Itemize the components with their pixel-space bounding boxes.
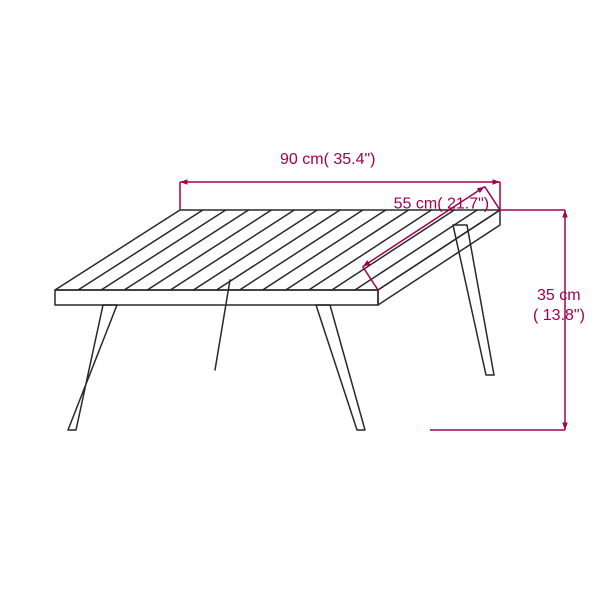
slat-line: [217, 210, 341, 290]
slat-line: [263, 210, 386, 290]
tabletop-side-edge: [378, 210, 500, 305]
table-dimension-diagram: 90 cm( 35.4") 55 cm( 21.7") 35 cm( 13.8"): [0, 0, 600, 600]
dimension-width-label: 90 cm( 35.4"): [280, 151, 376, 168]
dimension-width-arrow-arrowhead: [180, 179, 188, 184]
table-leg: [453, 225, 494, 375]
slat-line: [332, 210, 454, 290]
slat-line: [124, 210, 248, 290]
extension-line: [363, 267, 378, 290]
dimension-height-label: 35 cm( 13.8"): [533, 287, 585, 324]
slat-line: [240, 210, 363, 290]
slat-line: [193, 210, 317, 290]
dimension-height-arrow-arrowhead: [562, 210, 567, 218]
tabletop-front-edge: [55, 290, 378, 305]
slat-line: [78, 210, 203, 290]
dimension-height-arrow-arrowhead: [562, 422, 567, 430]
slat-line: [101, 210, 226, 290]
table-leg-back-hint: [215, 280, 230, 370]
table-leg: [68, 305, 117, 430]
slat-line: [170, 210, 294, 290]
dimension-depth-label: 55 cm( 21.7"): [394, 196, 490, 213]
table-leg: [316, 305, 365, 430]
slat-line: [286, 210, 409, 290]
dimension-depth-arrow-arrowhead: [477, 187, 485, 193]
slat-line: [147, 210, 271, 290]
dimension-width-arrow-arrowhead: [492, 179, 500, 184]
